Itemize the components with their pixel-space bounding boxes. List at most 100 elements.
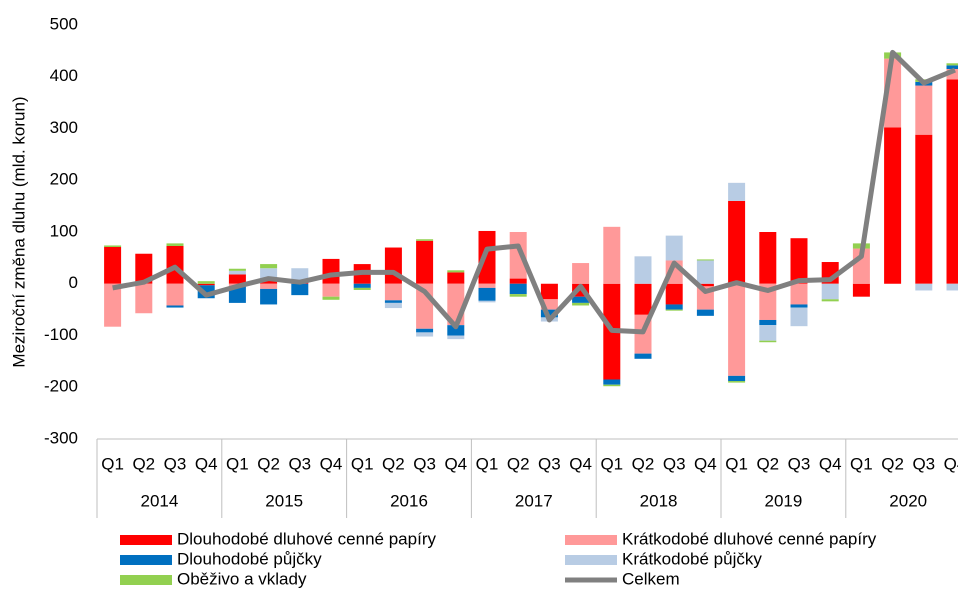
legend-swatch [120,535,172,545]
bar-segment [728,200,746,284]
bar-segment [790,304,808,308]
bar-segment [728,375,746,382]
x-tick-label: Q4 [819,454,842,473]
bar-segment [228,286,246,303]
bar-segment [416,332,434,337]
legend-label: Dlouhodobé dluhové cenné papíry [177,529,436,548]
bar-segment [260,283,278,289]
bar-segment [665,235,683,261]
x-tick-label: Q4 [694,454,717,473]
x-tick-label: Q1 [351,454,374,473]
legend-swatch [120,555,172,565]
bar-segment [696,259,714,261]
bar-segment [478,230,496,284]
bar-segment [915,134,933,284]
bar-segment [478,300,496,303]
bar-segment [478,287,496,301]
bar-segment [509,294,527,297]
bar-segment [665,283,683,305]
x-tick-label: Q4 [195,454,218,473]
bar-segment [166,283,184,306]
x-tick-label: Q2 [382,454,405,473]
bar-segment [790,307,808,327]
x-tick-label: Q3 [538,454,561,473]
x-group-label: 2019 [764,491,802,510]
bar-segment [322,258,340,284]
x-tick-label: Q4 [444,454,467,473]
y-tick-label: -200 [44,377,78,396]
x-tick-label: Q4 [944,454,958,473]
bar-segment [946,65,958,69]
bar-segment [696,260,714,284]
bar-segment [821,283,839,300]
x-group-label: 2016 [390,491,428,510]
x-tick-label: Q3 [788,454,811,473]
bar-segment [572,263,590,284]
bar-segment [228,268,246,271]
bar-segment [416,328,434,333]
total-line [112,49,956,335]
bar-segment [634,256,652,284]
bar-segment [509,278,527,284]
x-tick-label: Q3 [288,454,311,473]
bar-segment [665,304,683,310]
bar-segment [291,283,309,296]
bar-segment [821,299,839,302]
bar-segment [509,232,527,279]
x-tick-label: Q2 [632,454,655,473]
x-tick-label: Q2 [881,454,904,473]
legend-label: Krátkodobé dluhové cenné papíry [622,529,877,548]
x-tick-label: Q1 [101,454,124,473]
x-tick-label: Q1 [226,454,249,473]
bar-segment [447,335,465,340]
bar-segment [322,296,340,300]
legend-label: Celkem [622,569,680,588]
x-group-label: 2020 [889,491,927,510]
bar-segment [696,283,714,287]
bar-segment [603,226,621,284]
bar-segment [915,283,933,291]
legend-label: Dlouhodobé půjčky [177,549,322,568]
x-group-label: 2014 [140,491,178,510]
bar-segment [759,319,777,326]
bar-segment [384,300,402,303]
bar-segment [759,325,777,341]
bar-segment [696,309,714,316]
bar-segment [447,272,465,284]
bar-segment [946,283,958,291]
x-group-label: 2015 [265,491,303,510]
bar-segment [228,270,246,275]
bar-segment [540,309,558,318]
bar-segment [759,283,777,320]
x-group-label: 2018 [640,491,678,510]
x-tick-label: Q2 [132,454,155,473]
bar-segment [603,384,621,387]
bar-segment [197,283,215,286]
x-tick-label: Q1 [850,454,873,473]
x-tick-label: Q3 [912,454,935,473]
legend-swatch [565,535,617,545]
bar-segment [166,305,184,308]
legend-swatch [565,555,617,565]
bar-segment [322,283,340,297]
x-tick-label: Q1 [725,454,748,473]
bar-segment [384,283,402,301]
x-tick-label: Q4 [320,454,343,473]
bar-segment [353,287,371,290]
bar-segment [540,299,558,310]
bar-segment [104,283,122,327]
x-tick-label: Q2 [756,454,779,473]
legend-swatch [120,575,172,585]
bar-segment [728,381,746,383]
y-tick-label: 100 [50,221,78,240]
x-tick-label: Q3 [164,454,187,473]
x-tick-label: Q1 [600,454,623,473]
bar-segment [135,253,153,284]
bar-segment [197,281,215,284]
bar-segment [291,268,309,282]
bar-segment [946,68,958,80]
bar-segment [634,283,652,315]
y-tick-label: 300 [50,118,78,137]
bar-segment [228,274,246,284]
